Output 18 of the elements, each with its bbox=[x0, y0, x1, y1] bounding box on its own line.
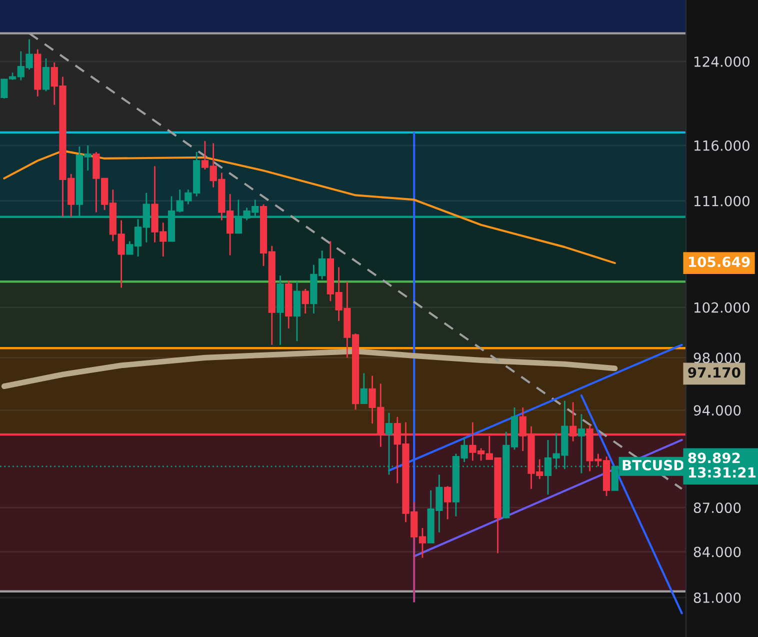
line-series bbox=[3, 150, 616, 264]
text: 97.170 bbox=[688, 367, 740, 378]
candlestick bbox=[302, 288, 309, 314]
y-tick-label: 124.000 bbox=[694, 56, 750, 67]
text: 105.649 bbox=[688, 256, 750, 268]
y-tick-label: 81.000 bbox=[694, 592, 741, 604]
y-tick-label: 87.000 bbox=[694, 502, 741, 514]
y-tick-label: 102.000 bbox=[694, 302, 750, 313]
y-tick-label: 111.000 bbox=[694, 196, 750, 206]
y-tick-label: 94.000 bbox=[694, 405, 741, 416]
candlestick bbox=[444, 485, 452, 520]
candlestick bbox=[42, 58, 50, 92]
candlestick bbox=[360, 372, 368, 404]
ref-line-label: BTCUSD bbox=[622, 460, 684, 470]
y-tick-label: 116.000 bbox=[694, 140, 750, 151]
y-tick-label: 98.000 bbox=[694, 352, 741, 364]
y-tick-label: 84.000 bbox=[694, 546, 741, 558]
text: 89.892 13:31:21 bbox=[688, 452, 756, 478]
